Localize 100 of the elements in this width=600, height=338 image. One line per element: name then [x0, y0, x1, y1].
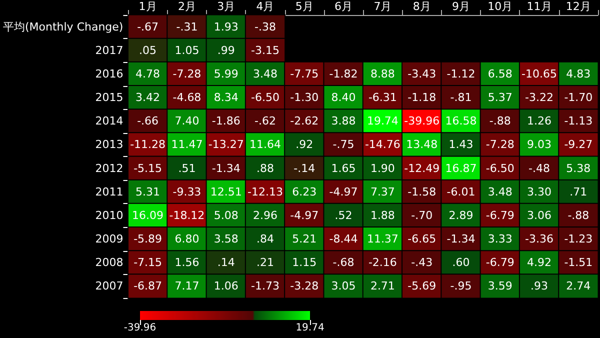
data-label: -1.18 — [408, 91, 436, 104]
data-label: -7.75 — [290, 67, 319, 80]
data-label: 11.37 — [366, 232, 398, 246]
data-label: 7.37 — [370, 185, 395, 198]
data-label: -4.68 — [172, 91, 202, 104]
data-label: -39.96 — [404, 114, 440, 128]
data-label: 16.09 — [132, 208, 164, 222]
data-label: 1.43 — [448, 138, 474, 152]
data-label: 9.03 — [527, 138, 552, 152]
data-label: 16.87 — [445, 162, 477, 175]
x-tick-label: 10月 — [488, 0, 513, 13]
data-label: -14.76 — [364, 138, 400, 152]
y-tick-label: 2007 — [95, 280, 124, 293]
data-label: 3.59 — [488, 280, 512, 293]
data-label: -6.31 — [368, 91, 397, 104]
y-tick-label: 2011 — [95, 185, 124, 198]
data-label: 7.40 — [174, 114, 200, 128]
data-label: -.14 — [294, 162, 316, 175]
data-label: -6.01 — [446, 185, 476, 198]
data-label: -3.22 — [525, 91, 554, 104]
data-label: 1.15 — [292, 256, 317, 270]
data-label: -5.15 — [134, 162, 162, 175]
y-tick-label: 2013 — [95, 138, 124, 152]
data-label: -7.28 — [486, 138, 514, 152]
data-label: -.48 — [528, 162, 550, 175]
data-label: 8.40 — [331, 91, 356, 104]
data-label: .88 — [256, 162, 274, 175]
data-label: -1.13 — [564, 114, 593, 128]
data-label: 3.48 — [253, 67, 278, 80]
data-label: 5.99 — [214, 67, 238, 80]
y-tick-label: 2015 — [95, 91, 124, 104]
data-label: -5.69 — [408, 280, 436, 293]
data-label: -.68 — [332, 256, 354, 270]
data-label: 12.51 — [210, 185, 242, 198]
data-label: -4.97 — [290, 208, 319, 222]
data-label: -8.44 — [329, 232, 358, 246]
data-label: -.43 — [411, 256, 433, 270]
data-label: -1.12 — [446, 67, 476, 80]
data-label: -.66 — [137, 114, 159, 128]
data-label: -1.51 — [564, 256, 593, 270]
x-tick-label: 11月 — [526, 0, 552, 13]
data-label: -2.62 — [290, 114, 319, 128]
y-tick-label: 2008 — [95, 256, 124, 270]
data-label: 1.93 — [214, 20, 238, 34]
data-label: -3.43 — [408, 67, 436, 80]
data-label: 8.88 — [370, 67, 395, 80]
data-label: 3.30 — [527, 185, 552, 198]
data-label: -7.15 — [134, 256, 162, 270]
data-label: .92 — [296, 138, 314, 152]
y-tick-label: 2014 — [95, 114, 124, 128]
data-label: 1.05 — [174, 44, 200, 57]
data-label: 2.74 — [566, 280, 591, 293]
data-label: 5.08 — [214, 208, 238, 222]
y-tick-label: 2012 — [95, 162, 124, 175]
data-label: -1.82 — [329, 67, 358, 80]
data-label: -6.79 — [486, 256, 514, 270]
data-label: 8.34 — [214, 91, 238, 104]
data-label: .14 — [217, 256, 235, 270]
data-label: -1.58 — [408, 185, 436, 198]
data-label: -6.50 — [486, 162, 514, 175]
data-label: -.88 — [568, 208, 590, 222]
data-label: -13.27 — [208, 138, 244, 152]
data-label: -1.70 — [564, 91, 593, 104]
data-label: -3.28 — [290, 280, 319, 293]
x-tick-label: 4月 — [256, 0, 274, 13]
data-label: 2.89 — [448, 208, 474, 222]
data-label: -3.15 — [251, 44, 280, 57]
data-label: 19.74 — [366, 114, 398, 128]
data-label: -1.34 — [212, 162, 240, 175]
x-tick-label: 2月 — [178, 0, 196, 13]
data-label: -6.87 — [134, 280, 162, 293]
data-label: -.31 — [176, 20, 198, 34]
data-label: 4.92 — [527, 256, 552, 270]
data-label: 6.58 — [488, 67, 512, 80]
data-label: -.88 — [489, 114, 511, 128]
data-label: -.62 — [254, 114, 276, 128]
data-label: 5.31 — [136, 185, 160, 198]
data-label: .93 — [530, 280, 548, 293]
data-label: -1.23 — [564, 232, 593, 246]
data-label: 1.06 — [214, 280, 238, 293]
data-label: -.95 — [450, 280, 472, 293]
data-label: -.75 — [332, 138, 354, 152]
data-label: -9.27 — [564, 138, 593, 152]
data-label: 13.48 — [406, 138, 438, 152]
data-label: -5.89 — [134, 232, 162, 246]
x-tick-label: 7月 — [374, 0, 392, 13]
data-label: 3.06 — [527, 208, 552, 222]
x-tick-label: 5月 — [295, 0, 314, 13]
data-label: -7.28 — [172, 67, 202, 80]
data-label: 3.88 — [331, 114, 356, 128]
data-label: 3.33 — [488, 232, 512, 246]
x-tick-label: 1月 — [138, 0, 157, 13]
y-tick-label: 2009 — [95, 232, 124, 246]
data-label: -3.36 — [525, 232, 554, 246]
data-label: -12.13 — [248, 185, 283, 198]
data-label: .71 — [570, 185, 588, 198]
data-label: -12.49 — [404, 162, 440, 175]
data-label: -10.65 — [522, 67, 558, 80]
data-label: 11.64 — [250, 138, 281, 152]
data-label: -6.65 — [408, 232, 436, 246]
